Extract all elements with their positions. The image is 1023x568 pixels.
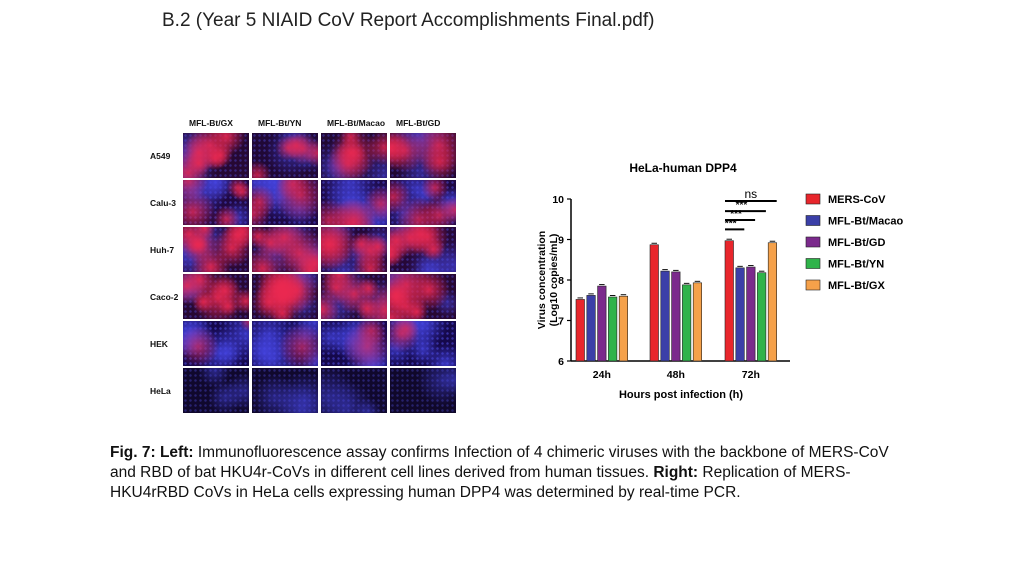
legend-label: MERS-CoV: [828, 194, 886, 206]
x-axis-label: Hours post infection (h): [619, 389, 743, 401]
bar: [767, 242, 777, 362]
if-image-cell: [321, 133, 387, 178]
legend-label: MFL-Bt/GX: [828, 280, 885, 292]
if-image-cell: [321, 321, 387, 366]
legend-label: MFL-Bt/YN: [828, 259, 884, 271]
if-image-cell: [321, 274, 387, 319]
x-tick-label: 48h: [667, 369, 685, 381]
if-image-cell: [183, 180, 249, 225]
y-tick-label: 8: [558, 275, 564, 287]
caption-left-label: Left:: [159, 444, 194, 461]
if-image-cell: [252, 227, 318, 272]
y-tick-label: 6: [558, 356, 564, 368]
bar: [692, 282, 702, 362]
bar: [746, 266, 756, 362]
significance-label: ***: [725, 218, 737, 229]
caption-fig-label: Fig. 7:: [110, 444, 156, 461]
bar: [682, 284, 692, 362]
bar: [608, 296, 618, 362]
if-image-cell: [390, 227, 456, 272]
y-tick-label: 9: [558, 235, 564, 247]
x-tick-label: 72h: [742, 369, 760, 381]
if-image-cell: [252, 133, 318, 178]
if-image-cell: [390, 368, 456, 413]
if-column-label: MFL-Bt/GX: [189, 118, 233, 128]
document-title: B.2 (Year 5 NIAID CoV Report Accomplishm…: [162, 10, 655, 31]
if-column-label: MFL-Bt/Macao: [327, 118, 386, 128]
bar: [586, 295, 596, 362]
caption-right-text: Replication of MERS-HKU4rRBD CoVs in HeL…: [110, 464, 851, 501]
bar: [649, 244, 659, 362]
if-image-cell: [183, 274, 249, 319]
if-image-cell: [321, 227, 387, 272]
chart-title: HeLa-human DPP4: [629, 161, 737, 175]
significance-label: ***: [730, 209, 742, 220]
x-tick-label: 24h: [593, 369, 611, 381]
caption-left-text: Immunofluorescence assay confirms Infect…: [110, 444, 889, 481]
if-image-cell: [390, 180, 456, 225]
if-column-label: MFL-Bt/GD: [396, 118, 441, 128]
if-column-label: MFL-Bt/YN: [258, 118, 302, 128]
if-image-cell: [321, 368, 387, 413]
if-image-cell: [252, 368, 318, 413]
bar: [618, 295, 628, 362]
if-image-cell: [252, 180, 318, 225]
legend-swatch: [805, 193, 821, 205]
legend-label: MFL-Bt/Macao: [828, 216, 903, 228]
bar: [735, 267, 745, 362]
legend-swatch: [805, 215, 821, 226]
if-row-label: HEK: [150, 339, 168, 349]
if-image-cell: [252, 274, 318, 319]
significance-label: ns: [745, 187, 758, 201]
immunofluorescence-panel: MFL-Bt/GX MFL-Bt/YN MFL-Bt/Macao MFL-Bt/GD …: [150, 118, 460, 430]
if-image-cell: [321, 180, 387, 225]
if-image-cell: [390, 133, 456, 178]
if-row-label: Huh-7: [150, 245, 175, 255]
y-tick-label: 10: [552, 194, 564, 206]
legend-label: MFL-Bt/GD: [828, 237, 885, 249]
if-image-cell: [183, 368, 249, 413]
significance-label: ***: [736, 200, 748, 211]
if-image-cell: [183, 133, 249, 178]
legend-swatch: [805, 258, 821, 269]
figure-caption: Fig. 7: Left: Immunofluorescence assay c…: [110, 443, 910, 503]
caption-right-label: Right:: [653, 464, 699, 481]
y-axis-label-line2: (Log10 copies/mL): [548, 234, 560, 327]
bar: [660, 270, 670, 362]
if-image-cell: [183, 227, 249, 272]
if-image-cell: [183, 321, 249, 366]
y-axis-label-line1: Virus concentration: [536, 231, 548, 329]
if-image-cell: [390, 274, 456, 319]
bar: [575, 299, 585, 362]
bar: [671, 271, 681, 362]
bar: [724, 240, 734, 362]
bar: [757, 272, 767, 362]
bar-chart: HeLa-human DPP4 6 7 8 9 10 Virus concentration…: [536, 161, 903, 401]
legend-swatch: [805, 279, 821, 291]
if-row-label: Caco-2: [150, 292, 179, 302]
if-row-label: A549: [150, 151, 171, 161]
bar: [597, 285, 607, 362]
if-row-label: HeLa: [150, 386, 171, 396]
y-tick-label: 7: [558, 316, 564, 328]
if-image-cell: [252, 321, 318, 366]
legend-swatch: [805, 236, 821, 248]
if-row-label: Calu-3: [150, 198, 176, 208]
if-image-cell: [390, 321, 456, 366]
